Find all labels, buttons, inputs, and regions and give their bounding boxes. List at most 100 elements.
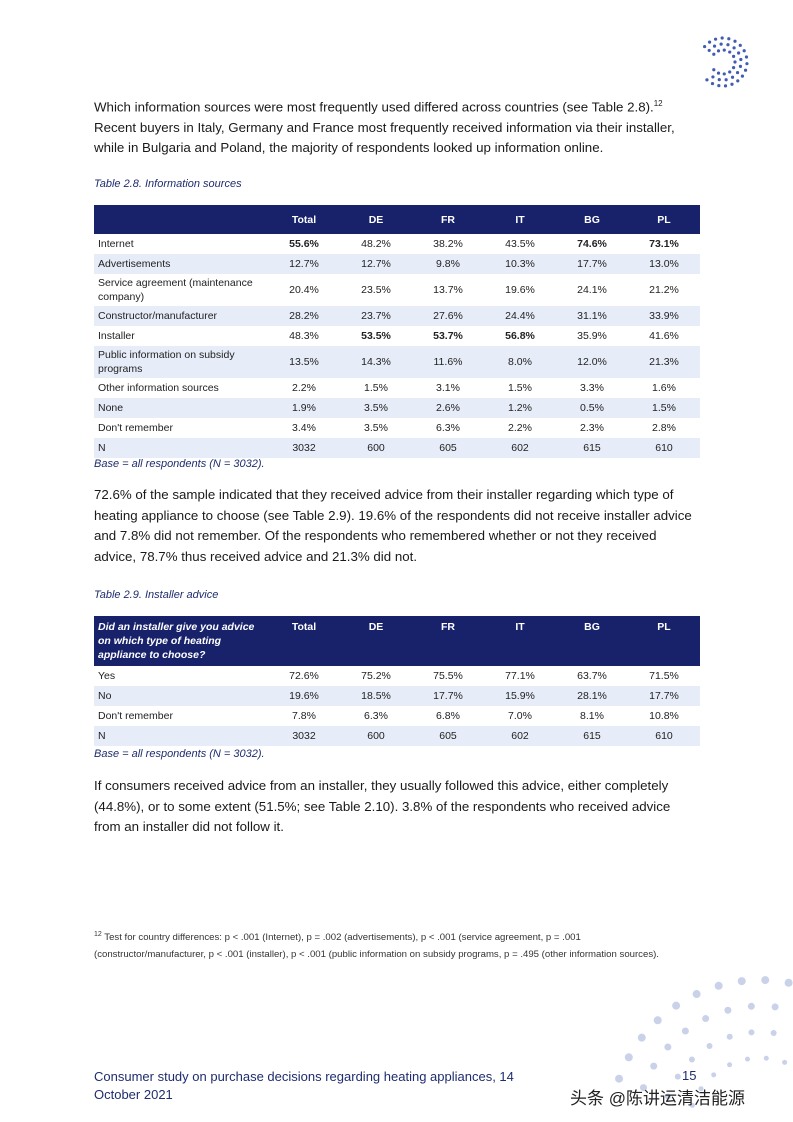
row-label: Public information on subsidy programs: [94, 346, 268, 378]
cell: 56.8%: [505, 330, 535, 342]
cell: 610: [628, 438, 700, 458]
cell: 33.9%: [628, 306, 700, 326]
decor-dot: [674, 1073, 681, 1080]
cell: 1.5%: [628, 398, 700, 418]
column-header: PL: [628, 205, 700, 234]
cell: 605: [412, 438, 484, 458]
paragraph: 72.6% of the sample indicated that they …: [94, 487, 692, 564]
decor-dot: [728, 50, 732, 54]
decor-dot: [727, 1062, 733, 1068]
column-header: BG: [556, 616, 628, 666]
cell: 43.5%: [505, 238, 535, 250]
table-row: N 3032 600 605 602 615 610: [94, 438, 700, 458]
footnote-number: 12: [94, 931, 102, 938]
decor-dot: [672, 1001, 681, 1010]
decor-dot: [736, 79, 740, 83]
decor-dot: [770, 1029, 777, 1036]
decor-dot: [717, 84, 721, 88]
decor-dot: [713, 37, 718, 41]
text: Which information sources were most freq…: [94, 99, 654, 115]
cell: 11.6%: [412, 346, 484, 378]
cell: 24.1%: [577, 284, 607, 296]
decor-dot: [771, 1003, 779, 1011]
intro-paragraph: Which information sources were most freq…: [94, 94, 696, 159]
column-header: FR: [412, 616, 484, 666]
table-row: Other information sources 2.2% 1.5% 3.1% 1.5…: [94, 378, 700, 398]
decor-dot: [739, 57, 743, 62]
footnote: 12 Test for country differences: p < .00…: [94, 926, 694, 963]
table-caption: Table 2.8. Information sources: [94, 178, 242, 190]
cell: 3.4%: [292, 422, 316, 434]
cell: 2.6%: [412, 398, 484, 418]
cell: 8.0%: [484, 346, 556, 378]
cell: 8.1%: [580, 710, 604, 722]
cell: 72.6%: [289, 670, 319, 682]
row-label: Yes: [98, 670, 116, 682]
decor-dot: [745, 62, 749, 66]
decor-dot: [724, 78, 728, 82]
row-label: Constructor/manufacturer: [94, 306, 268, 326]
cell: 17.7%: [556, 254, 628, 274]
cell: 71.5%: [649, 670, 679, 682]
footnote-text: Test for country differences: p < .001 (…: [94, 932, 659, 961]
cell: 17.7%: [628, 686, 700, 706]
cell: 2.8%: [652, 422, 676, 434]
decor-dot: [784, 978, 793, 987]
decor-dot: [712, 44, 717, 48]
cell: 605: [412, 726, 484, 746]
table-row: No 19.6% 18.5% 17.7% 15.9% 28.1% 17.7%: [94, 686, 700, 706]
cell: 21.2%: [649, 284, 679, 296]
decor-dot: [763, 1055, 769, 1061]
decor-dot: [703, 44, 707, 49]
decor-dot: [711, 75, 715, 79]
table-row: Don't remember 3.4% 3.5% 6.3% 2.2% 2.3% 2.8%: [94, 418, 700, 438]
row-label: N: [94, 438, 268, 458]
decor-dot: [688, 1056, 695, 1063]
cell: 23.5%: [361, 284, 391, 296]
decor-dot: [730, 82, 734, 86]
cell: 63.7%: [577, 670, 607, 682]
table-row: Constructor/manufacturer 28.2% 23.7% 27.6% 2…: [94, 306, 700, 326]
decor-dot: [681, 1027, 689, 1035]
decor-dot: [731, 66, 736, 70]
cell: 19.6%: [268, 686, 340, 706]
table-row: Internet 55.6% 48.2% 38.2% 43.5% 74.6% 73.1%: [94, 234, 700, 254]
cell: 615: [556, 438, 628, 458]
cell: 3.1%: [436, 382, 460, 394]
text: Recent buyers in Italy, Germany and Fran…: [94, 119, 675, 156]
cell: 10.3%: [484, 254, 556, 274]
cell: 21.3%: [628, 346, 700, 378]
cell: 615: [556, 726, 628, 746]
column-header: IT: [484, 616, 556, 666]
column-header: BG: [556, 205, 628, 234]
cell: 18.5%: [340, 686, 412, 706]
decor-dot: [744, 1056, 750, 1062]
cell: 19.6%: [505, 284, 535, 296]
cell: 1.2%: [484, 398, 556, 418]
table-row: Installer 48.3% 53.5% 53.7% 56.8% 35.9% 41.6%: [94, 326, 700, 346]
decor-dot: [702, 1015, 710, 1023]
decor-dot: [738, 43, 742, 47]
cell: 1.5%: [508, 382, 532, 394]
decor-dot: [742, 49, 746, 53]
cell: 74.6%: [577, 238, 607, 250]
corner-header: [94, 205, 268, 234]
cell: 1.6%: [652, 382, 676, 394]
decor-dot: [710, 81, 715, 86]
decor-dot: [639, 1084, 647, 1092]
cell: 7.8%: [292, 710, 316, 722]
decor-dot: [637, 1033, 646, 1042]
cell: 41.6%: [649, 330, 679, 342]
row-label: Don't remember: [98, 710, 173, 722]
cell: 17.7%: [412, 686, 484, 706]
cell: 10.8%: [649, 710, 679, 722]
cell: 13.5%: [268, 346, 340, 378]
cell: 1.9%: [268, 398, 340, 418]
column-header: PL: [628, 616, 700, 666]
decor-dot: [730, 75, 735, 79]
column-header: Total: [268, 616, 340, 666]
column-header: Total: [268, 205, 340, 234]
decor-dot: [733, 39, 737, 43]
decor-dot: [707, 48, 711, 53]
